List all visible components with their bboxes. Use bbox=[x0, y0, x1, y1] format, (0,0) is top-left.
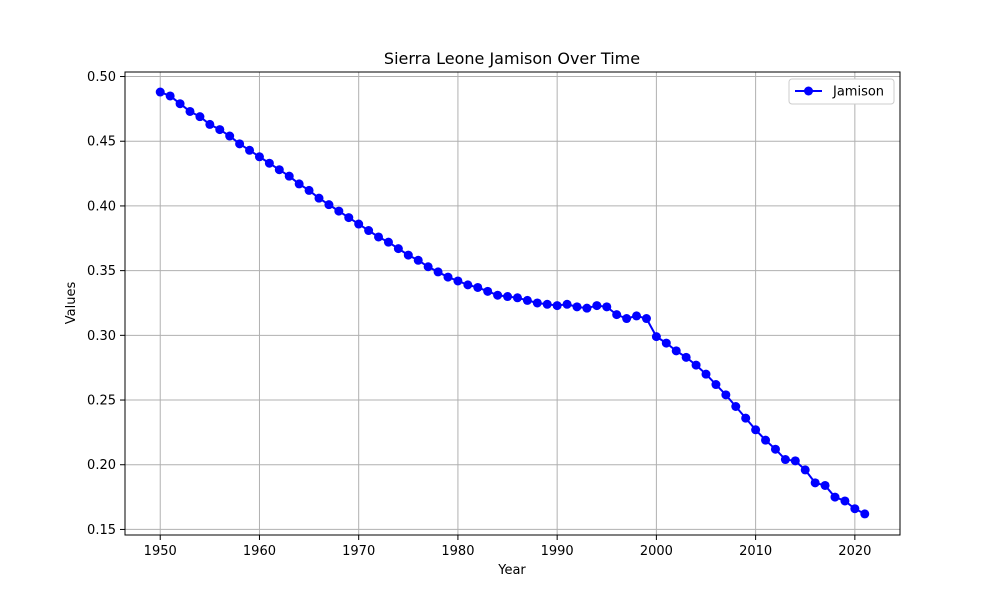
data-point bbox=[582, 304, 591, 313]
data-point bbox=[195, 112, 204, 121]
data-point bbox=[235, 139, 244, 148]
data-point bbox=[463, 280, 472, 289]
data-point bbox=[831, 493, 840, 502]
y-tick-label: 0.25 bbox=[87, 394, 116, 409]
data-point bbox=[781, 455, 790, 464]
y-tick-label: 0.45 bbox=[87, 135, 116, 150]
data-point bbox=[473, 283, 482, 292]
data-point bbox=[711, 380, 720, 389]
data-point bbox=[652, 332, 661, 341]
data-point bbox=[602, 302, 611, 311]
data-point bbox=[811, 478, 820, 487]
data-point bbox=[850, 504, 859, 513]
data-point bbox=[394, 244, 403, 253]
data-point bbox=[632, 311, 641, 320]
x-tick-label: 1990 bbox=[541, 544, 574, 559]
data-point bbox=[424, 262, 433, 271]
y-tick-label: 0.40 bbox=[87, 199, 116, 214]
y-tick-label: 0.30 bbox=[87, 329, 116, 344]
data-point bbox=[295, 179, 304, 188]
data-point bbox=[215, 125, 224, 134]
data-point bbox=[444, 273, 453, 282]
data-point bbox=[533, 298, 542, 307]
data-point bbox=[821, 481, 830, 490]
x-tick-label: 1980 bbox=[441, 544, 474, 559]
data-point bbox=[791, 456, 800, 465]
data-point bbox=[483, 287, 492, 296]
data-point bbox=[860, 509, 869, 518]
y-axis-label: Values bbox=[64, 282, 79, 325]
data-point bbox=[662, 339, 671, 348]
y-tick-label: 0.15 bbox=[87, 523, 116, 538]
data-point bbox=[731, 402, 740, 411]
y-tick-label: 0.35 bbox=[87, 264, 116, 279]
data-point bbox=[205, 120, 214, 129]
x-tick-label: 2000 bbox=[640, 544, 673, 559]
data-point bbox=[285, 172, 294, 181]
data-point bbox=[384, 238, 393, 247]
data-point bbox=[553, 301, 562, 310]
data-point bbox=[573, 302, 582, 311]
data-point bbox=[751, 425, 760, 434]
x-tick-label: 1970 bbox=[342, 544, 375, 559]
y-tick-label: 0.20 bbox=[87, 458, 116, 473]
chart-title: Sierra Leone Jamison Over Time bbox=[384, 49, 640, 68]
data-point bbox=[354, 220, 363, 229]
x-tick-label: 1950 bbox=[144, 544, 177, 559]
data-point bbox=[265, 159, 274, 168]
data-point bbox=[692, 361, 701, 370]
data-point bbox=[225, 132, 234, 141]
data-point bbox=[702, 370, 711, 379]
y-tick-label: 0.50 bbox=[87, 70, 116, 85]
data-point bbox=[344, 213, 353, 222]
data-point bbox=[166, 91, 175, 100]
data-point bbox=[801, 465, 810, 474]
data-point bbox=[771, 445, 780, 454]
data-point bbox=[176, 99, 185, 108]
data-point bbox=[612, 310, 621, 319]
data-point bbox=[563, 300, 572, 309]
data-point bbox=[721, 390, 730, 399]
data-point bbox=[245, 146, 254, 155]
data-point bbox=[404, 251, 413, 260]
data-point bbox=[186, 107, 195, 116]
data-point bbox=[305, 186, 314, 195]
x-tick-label: 2010 bbox=[739, 544, 772, 559]
x-tick-label: 2020 bbox=[838, 544, 871, 559]
legend-marker bbox=[804, 87, 813, 96]
data-point bbox=[364, 226, 373, 235]
data-point bbox=[503, 292, 512, 301]
data-point bbox=[414, 256, 423, 265]
data-point bbox=[334, 207, 343, 216]
data-point bbox=[840, 496, 849, 505]
legend-label: Jamison bbox=[832, 85, 884, 100]
data-point bbox=[315, 194, 324, 203]
legend: Jamison bbox=[789, 79, 894, 104]
data-point bbox=[324, 200, 333, 209]
data-point bbox=[761, 436, 770, 445]
data-point bbox=[523, 296, 532, 305]
data-point bbox=[513, 293, 522, 302]
data-point bbox=[255, 152, 264, 161]
data-point bbox=[434, 267, 443, 276]
data-point bbox=[493, 291, 502, 300]
x-axis-label: Year bbox=[497, 563, 526, 578]
data-point bbox=[374, 232, 383, 241]
data-point bbox=[672, 346, 681, 355]
data-point bbox=[156, 88, 165, 97]
data-point bbox=[741, 414, 750, 423]
data-point bbox=[622, 314, 631, 323]
x-tick-label: 1960 bbox=[243, 544, 276, 559]
data-point bbox=[592, 301, 601, 310]
data-point bbox=[642, 314, 651, 323]
data-point bbox=[543, 300, 552, 309]
data-point bbox=[682, 353, 691, 362]
data-point bbox=[453, 276, 462, 285]
data-point bbox=[275, 165, 284, 174]
